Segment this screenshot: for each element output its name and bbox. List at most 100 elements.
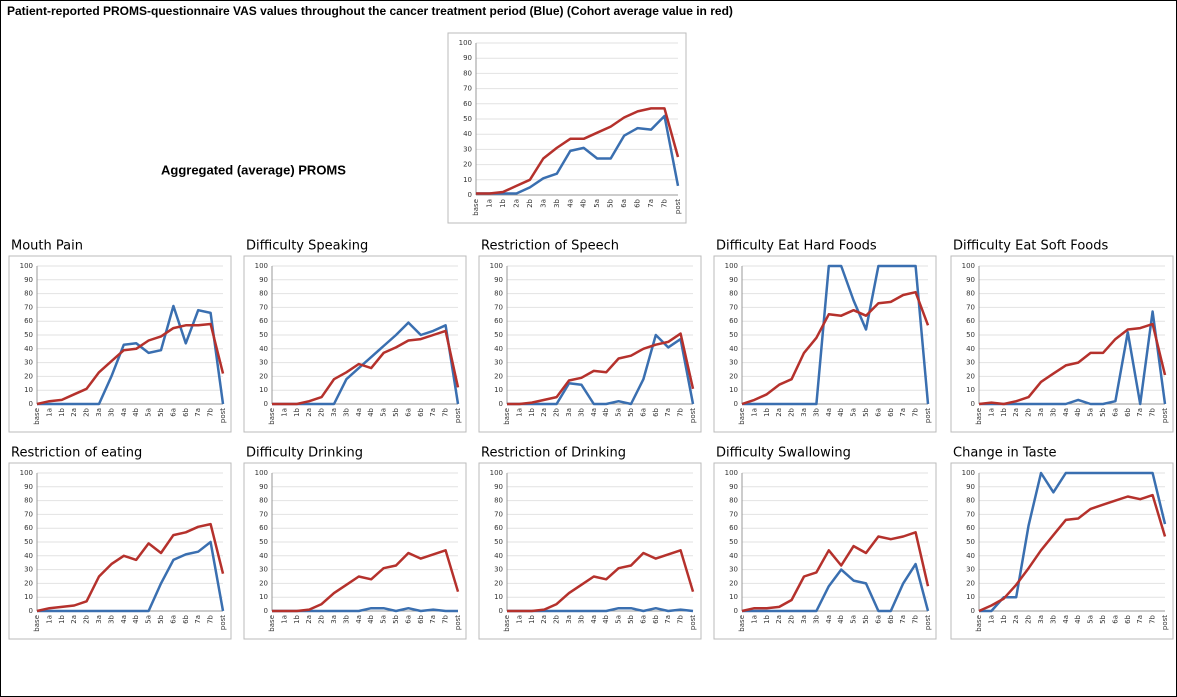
y-tick-label: 0	[29, 607, 33, 615]
x-tick-label: 3b	[107, 407, 115, 416]
y-tick-label: 80	[259, 497, 268, 505]
x-tick-label: 4a	[1062, 408, 1070, 417]
x-tick-label: 3b	[812, 614, 820, 623]
x-tick-label: 6a	[169, 615, 177, 624]
y-tick-label: 60	[966, 524, 975, 532]
y-tick-label: 100	[725, 262, 738, 270]
chart-frame	[478, 255, 702, 433]
x-tick-label: 5b	[392, 407, 400, 416]
chart-title: Change in Taste	[953, 446, 1057, 461]
y-tick-label: 80	[24, 497, 33, 505]
y-tick-label: 40	[966, 345, 975, 353]
y-tick-label: 20	[729, 372, 738, 380]
y-tick-label: 70	[494, 303, 503, 311]
series-line	[272, 329, 460, 406]
y-tick-label: 40	[259, 552, 268, 560]
y-tick-label: 20	[24, 579, 33, 587]
x-tick-label: 1b	[293, 614, 301, 623]
x-tick-label: post	[689, 408, 697, 423]
x-tick-label: 5a	[145, 408, 153, 417]
y-tick-label: 30	[966, 359, 975, 367]
x-tick-label: 1a	[45, 615, 53, 624]
x-tick-label: 1a	[515, 615, 523, 624]
series-line	[36, 322, 225, 406]
y-tick-label: 30	[494, 566, 503, 574]
y-tick-label: 60	[259, 317, 268, 325]
y-tick-label: 50	[729, 331, 738, 339]
x-tick-label: 7b	[677, 614, 685, 623]
x-tick-label: 6a	[620, 199, 628, 208]
y-tick-label: 50	[494, 331, 503, 339]
y-tick-label: 10	[259, 593, 268, 601]
x-tick-label: 3b	[1049, 407, 1057, 416]
x-tick-label: 1b	[763, 614, 771, 623]
x-tick-label: 4a	[355, 615, 363, 624]
y-tick-label: 30	[966, 566, 975, 574]
y-tick-label: 70	[24, 510, 33, 518]
x-tick-label: 5a	[1087, 408, 1095, 417]
x-tick-label: 2b	[553, 614, 561, 623]
x-tick-label: 2a	[1012, 615, 1020, 624]
y-tick-label: 30	[729, 566, 738, 574]
series-line	[741, 290, 930, 406]
series-line	[476, 114, 680, 195]
x-tick-label: 3b	[107, 614, 115, 623]
y-tick-label: 30	[259, 566, 268, 574]
series-line	[37, 540, 225, 613]
x-tick-label: post	[1161, 408, 1169, 423]
y-tick-label: 70	[729, 510, 738, 518]
x-tick-label: 1b	[1000, 407, 1008, 416]
x-tick-label: post	[689, 615, 697, 630]
x-tick-label: 7b	[442, 614, 450, 623]
y-tick-label: 10	[494, 386, 503, 394]
y-tick-label: 80	[494, 497, 503, 505]
y-tick-label: 90	[966, 483, 975, 491]
y-tick-label: 50	[494, 538, 503, 546]
x-tick-label: 4b	[367, 614, 375, 623]
chart-title: Difficulty Swallowing	[716, 446, 851, 461]
x-tick-label: 6b	[652, 407, 660, 416]
y-tick-label: 90	[259, 483, 268, 491]
y-tick-label: 60	[24, 317, 33, 325]
x-tick-label: 3b	[577, 407, 585, 416]
x-tick-label: 5a	[615, 408, 623, 417]
x-tick-label: base	[33, 615, 41, 632]
x-tick-label: 7a	[194, 615, 202, 624]
y-tick-label: 90	[729, 276, 738, 284]
chart-frame	[478, 462, 702, 640]
x-tick-label: base	[738, 615, 746, 632]
y-tick-label: 100	[490, 262, 503, 270]
y-tick-label: 80	[729, 497, 738, 505]
chart-title: Difficulty Speaking	[246, 239, 368, 254]
x-tick-label: 7b	[661, 198, 669, 207]
series-line	[36, 522, 225, 613]
x-tick-label: 7a	[664, 408, 672, 417]
x-tick-label: 4a	[825, 408, 833, 417]
x-tick-label: post	[674, 199, 682, 214]
y-tick-label: 40	[24, 552, 33, 560]
x-tick-label: 5b	[862, 407, 870, 416]
y-tick-label: 90	[966, 276, 975, 284]
x-tick-label: 6b	[887, 614, 895, 623]
y-tick-label: 50	[24, 331, 33, 339]
x-tick-label: 7b	[442, 407, 450, 416]
x-tick-label: 5a	[615, 615, 623, 624]
x-tick-label: 7b	[207, 614, 215, 623]
y-tick-label: 0	[499, 400, 503, 408]
x-tick-label: 2b	[526, 198, 534, 207]
x-tick-label: 6a	[639, 408, 647, 417]
x-tick-label: post	[454, 615, 462, 630]
y-tick-label: 70	[463, 85, 472, 93]
x-tick-label: 3b	[1049, 614, 1057, 623]
x-tick-label: 3a	[565, 615, 573, 624]
y-tick-label: 60	[494, 524, 503, 532]
y-tick-label: 20	[259, 579, 268, 587]
chart-title: Restriction of Drinking	[481, 446, 626, 461]
y-tick-label: 90	[494, 276, 503, 284]
y-tick-label: 50	[24, 538, 33, 546]
y-tick-label: 40	[729, 552, 738, 560]
x-tick-label: 4a	[1062, 615, 1070, 624]
y-tick-label: 40	[259, 345, 268, 353]
x-tick-label: 1b	[499, 198, 507, 207]
x-tick-label: 5b	[627, 614, 635, 623]
